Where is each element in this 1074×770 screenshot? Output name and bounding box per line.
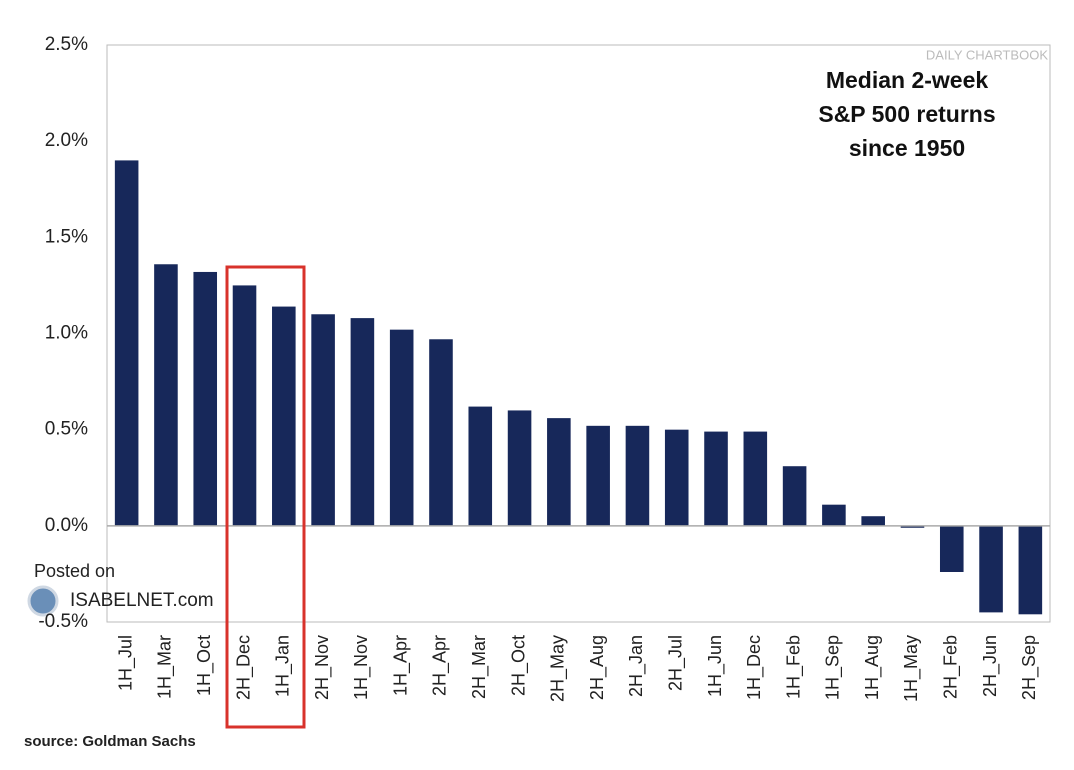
y-tick-label: -0.5% xyxy=(38,611,88,632)
bar xyxy=(704,431,728,526)
x-tick-label: 1H_Jul xyxy=(115,635,136,691)
bar xyxy=(782,466,807,526)
x-tick-label: 2H_Jul xyxy=(665,635,686,691)
site-logo xyxy=(27,585,59,617)
x-tick-label: 2H_Feb xyxy=(941,635,962,699)
y-tick-label: 0.0% xyxy=(45,515,88,536)
bar xyxy=(1018,525,1043,615)
watermark: DAILY CHARTBOOK xyxy=(926,47,1048,62)
x-tick-label: 2H_May xyxy=(548,635,569,702)
y-tick-label: 0.5% xyxy=(45,419,88,440)
bar xyxy=(311,314,335,526)
source: source: Goldman Sachs xyxy=(24,733,196,750)
bar xyxy=(193,271,218,526)
x-tick-label: 1H_Oct xyxy=(194,635,215,696)
x-tick-label: 1H_Mar xyxy=(155,635,176,699)
x-tick-label: 2H_Apr xyxy=(430,635,451,696)
x-tick-label: 2H_Aug xyxy=(587,635,608,700)
bar xyxy=(900,525,925,528)
x-tick-label: 1H_May xyxy=(901,635,922,702)
plot-frame xyxy=(106,44,1051,623)
bar xyxy=(468,406,493,526)
bar xyxy=(350,318,375,526)
x-tick-label: 2H_Mar xyxy=(469,635,490,699)
x-tick-label: 2H_Oct xyxy=(508,635,529,696)
bar xyxy=(272,306,296,526)
y-tick-label: 2.5% xyxy=(45,34,88,55)
bar xyxy=(861,516,885,526)
x-tick-label: 1H_Jan xyxy=(273,635,294,697)
bar xyxy=(939,525,964,572)
x-tick-label: 2H_Jan xyxy=(626,635,647,697)
bar xyxy=(586,425,610,526)
chart-title: since 1950 xyxy=(849,135,965,161)
chart-title: S&P 500 returns xyxy=(818,101,995,127)
bar xyxy=(389,329,414,526)
x-tick-label: 2H_Nov xyxy=(312,635,333,700)
bar xyxy=(822,504,846,526)
bar xyxy=(429,339,453,526)
bar xyxy=(232,285,257,526)
x-tick-label: 1H_Sep xyxy=(823,635,844,700)
x-tick-label: 1H_Dec xyxy=(744,635,765,700)
x-tick-label: 2H_Dec xyxy=(233,635,254,700)
y-tick-label: 1.5% xyxy=(45,226,88,247)
chart-title: Median 2-week xyxy=(826,67,989,93)
x-tick-label: 2H_Sep xyxy=(1019,635,1040,700)
bar xyxy=(979,525,1003,613)
x-tick-label: 1H_Aug xyxy=(862,635,883,700)
y-tick-label: 1.0% xyxy=(45,323,88,344)
x-tick-label: 1H_Feb xyxy=(783,635,804,699)
x-tick-label: 2H_Jun xyxy=(980,635,1001,697)
bar xyxy=(743,431,768,526)
y-tick-label: 2.0% xyxy=(45,130,88,151)
bar xyxy=(114,160,139,526)
x-tick-label: 1H_Jun xyxy=(705,635,726,697)
posted-on: Posted on xyxy=(34,561,115,581)
x-tick-label: 1H_Nov xyxy=(351,635,372,700)
highlight-box xyxy=(225,265,306,729)
bar xyxy=(547,418,571,526)
bar xyxy=(664,429,689,526)
bar xyxy=(625,425,650,526)
bar xyxy=(507,410,532,526)
bar xyxy=(154,264,178,526)
site-name: ISABELNET.com xyxy=(70,590,214,611)
x-tick-label: 1H_Apr xyxy=(390,635,411,696)
